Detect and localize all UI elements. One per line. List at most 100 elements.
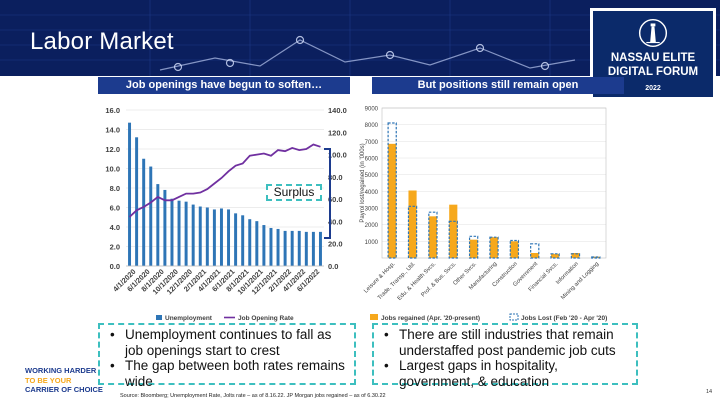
banner-decoration (0, 0, 720, 76)
slide-title: Labor Market (30, 28, 174, 55)
unemployment-bar (163, 189, 167, 266)
y-axis-tick: 1000 (365, 240, 379, 246)
jobs-regained-bar (388, 143, 397, 258)
jobs-regained-bar (510, 241, 519, 258)
y-axis-tick: 4000 (365, 190, 379, 196)
jobs-lost-bar (468, 235, 479, 259)
tagline-line3: CARRIER OF CHOICE (25, 385, 103, 394)
legend-swatch-unemployment (156, 315, 162, 320)
right-axis-tick: 120.0 (328, 128, 347, 137)
unemployment-bar (156, 184, 160, 266)
surplus-annotation: Surplus (266, 184, 322, 201)
unemployment-bar (198, 206, 202, 266)
y-axis-tick: 2000 (365, 223, 379, 229)
unemployment-bar (297, 230, 301, 266)
jobs-lost-bar (428, 211, 438, 259)
jobs-lost-bar (530, 243, 540, 259)
jobs-lost-bar (407, 205, 418, 259)
left-bullet-1: Unemployment continues to fall as job op… (108, 327, 346, 358)
brand-tagline: WORKING HARDER TO BE YOUR CARRIER OF CHO… (25, 366, 103, 395)
right-axis-tick: 80.0 (328, 173, 343, 182)
jobs-regained-bar (571, 253, 580, 258)
unemployment-bar (149, 166, 153, 266)
right-bullet-1: There are still industries that remain u… (382, 327, 628, 358)
x-axis-tick: Mining and Logging (560, 261, 600, 301)
unemployment-bar (262, 225, 266, 266)
left-callout: Unemployment continues to fall as job op… (98, 323, 356, 389)
right-axis-tick: 0.0 (328, 262, 338, 271)
source-note: Source: Bloomberg; Unemployment Rate, Jo… (120, 393, 386, 399)
y-axis-tick: 7000 (365, 140, 379, 146)
tagline-line2: TO BE YOUR (25, 375, 72, 385)
unemployment-bar (170, 198, 174, 266)
jobs-regained-bar (469, 239, 478, 258)
jobs-regained-bar (551, 253, 560, 258)
unemployment-bar (234, 213, 238, 266)
left-panel-header: Job openings have begun to soften… (98, 77, 350, 94)
brand-name-line2: DIGITAL FORUM (607, 66, 699, 78)
job-opening-rate-line (128, 143, 321, 218)
unemployment-bar (128, 122, 132, 266)
left-axis-tick: 6.0 (110, 204, 120, 213)
unemployment-bar (191, 204, 195, 266)
jobs-lost-bar (448, 220, 458, 259)
right-axis-tick: 40.0 (328, 217, 343, 226)
page-number: 14 (706, 389, 713, 395)
y-axis-tick: 3000 (365, 207, 379, 213)
y-axis-tick: 5000 (365, 173, 379, 179)
unemployment-bar (227, 209, 231, 266)
right-axis-tick: 100.0 (328, 151, 347, 160)
lighthouse-icon (638, 18, 668, 48)
jobs-lost-bar (387, 122, 397, 259)
right-bullet-2: Largest gaps in hospitality, government,… (382, 358, 628, 389)
right-callout: There are still industries that remain u… (372, 323, 638, 389)
jobs-lost-regained-chart: 1000 2000 3000 4000 5000 6000 7000 8000 9000 Payr… (360, 107, 607, 323)
legend-swatch-jobs-regained (370, 314, 378, 320)
unemployment-bar (255, 221, 259, 266)
unemployment-bar (241, 215, 245, 266)
unemployment-bar (248, 219, 252, 266)
jobs-lost-bar (509, 239, 520, 259)
legend-swatch-jobs-lost (509, 313, 519, 321)
left-axis-tick: 0.0 (110, 262, 120, 271)
unemployment-bar (184, 201, 188, 266)
unemployment-bar (135, 137, 139, 266)
unemployment-bar (212, 209, 216, 266)
legend-label-unemployment: Unemployment (165, 315, 213, 322)
unemployment-bar (290, 230, 294, 266)
legend-label-jobs-regained: Jobs regained (Apr. '20-present) (381, 315, 480, 322)
unemployment-bar (276, 228, 280, 266)
unemployment-bar (142, 158, 146, 266)
left-bullet-2: The gap between both rates remains wide (108, 358, 346, 389)
jobs-regained-bar (530, 253, 539, 258)
unemployment-bar (219, 208, 223, 266)
left-axis-tick: 16.0 (105, 106, 120, 115)
jobs-lost-bar (570, 253, 581, 259)
left-axis-tick: 8.0 (110, 184, 120, 193)
unemployment-bar (205, 207, 209, 266)
y-axis-tick: 9000 (365, 107, 379, 113)
left-axis-tick: 14.0 (105, 126, 120, 135)
unemployment-vs-openings-chart: 0.0 2.0 4.0 6.0 8.0 10.0 12.0 14.0 16.0 0.0 20.0 40… (105, 106, 347, 322)
left-axis-tick: 4.0 (110, 223, 120, 232)
jobs-regained-bar (489, 237, 499, 258)
tagline-line1: WORKING HARDER (25, 366, 97, 375)
brand-year: 2022 (645, 85, 661, 92)
jobs-lost-bar (591, 256, 601, 259)
right-axis-tick: 60.0 (328, 195, 343, 204)
unemployment-bar (269, 227, 273, 266)
jobs-regained-bar (408, 190, 417, 258)
y-axis-tick: 6000 (365, 157, 379, 163)
right-panel-header: But positions still remain open (372, 77, 624, 94)
surplus-bracket (324, 148, 331, 239)
y-axis-label: Payrol lost/regained (in '000s) (360, 143, 366, 222)
x-axis-tick: Trade, Transp., Util. (377, 261, 417, 301)
unemployment-bar (177, 200, 181, 266)
left-axis-tick: 12.0 (105, 145, 120, 154)
right-axis-tick: 140.0 (328, 106, 347, 115)
unemployment-bar (304, 231, 308, 266)
left-axis-tick: 2.0 (110, 243, 120, 252)
unemployment-bar (311, 231, 315, 266)
jobs-regained-bar (449, 204, 458, 258)
right-axis-tick: 20.0 (328, 240, 343, 249)
